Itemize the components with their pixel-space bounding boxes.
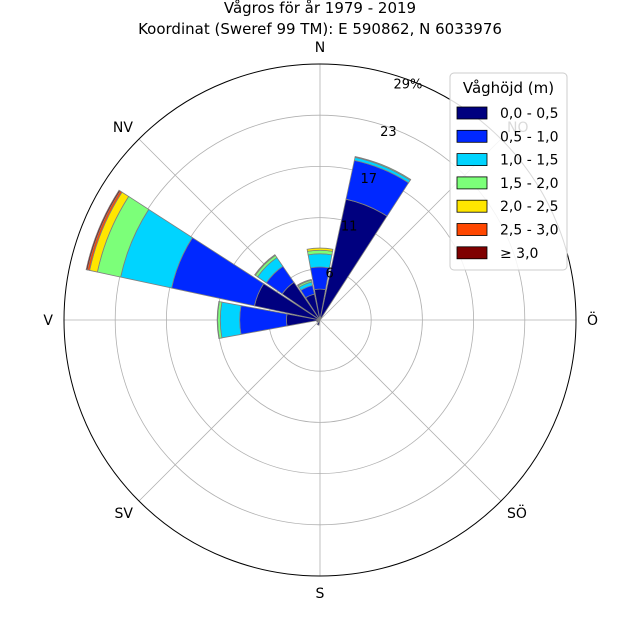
legend-swatch-2	[456, 153, 488, 167]
legend-label-6: ≥ 3,0	[500, 246, 538, 262]
direction-label-sv: SV	[114, 506, 133, 522]
legend-swatch-0	[456, 106, 488, 120]
legend-label-1: 0,5 - 1,0	[500, 129, 558, 145]
legend-box	[449, 72, 568, 271]
bar-segment-s2-b4	[216, 301, 220, 339]
bar-segment-s3-b6	[85, 189, 121, 271]
radial-tick-0: 6	[325, 267, 333, 282]
bar-segment-s2-b2	[219, 301, 242, 339]
direction-label-n: N	[315, 40, 325, 56]
bar-segment-s0-b4	[306, 247, 334, 252]
legend-swatch-4	[456, 199, 488, 213]
legend-label-2: 1,0 - 1,5	[500, 153, 558, 169]
legend-title: Våghöjd (m)	[463, 79, 554, 97]
legend-swatch-1	[456, 129, 488, 143]
chart-subtitle: Koordinat (Sweref 99 TM): E 590862, N 60…	[138, 20, 502, 38]
radial-tick-1: 11	[341, 219, 358, 234]
radial-tick-labels: 6 11 17 23 29%	[325, 77, 422, 281]
legend-label-3: 1,5 - 2,0	[500, 176, 558, 192]
direction-label-ö: Ö	[587, 311, 598, 329]
outer-circle	[63, 63, 577, 577]
radial-tick-3: 23	[380, 125, 397, 140]
legend: Våghöjd (m) 0,0 - 0,5 0,5 - 1,0 1,0 - 1,5 1,…	[449, 72, 568, 271]
radial-tick-4: 29%	[394, 77, 423, 92]
grid-spoke-3	[319, 319, 502, 502]
direction-label-s: S	[316, 586, 325, 602]
bar-segment-s1-b3	[354, 155, 412, 181]
bar-segment-s5-b4	[296, 278, 312, 287]
radial-tick-2: 17	[361, 172, 378, 187]
grid-spoke-5	[138, 319, 321, 502]
windrose-bars	[85, 155, 412, 339]
legend-swatch-6	[456, 246, 488, 260]
legend-swatch-5	[456, 223, 488, 236]
bar-segment-s7-b0	[316, 319, 321, 323]
legend-label-0: 0,0 - 0,5	[500, 106, 558, 122]
direction-label-v: V	[43, 313, 53, 329]
bar-segment-s4-b4	[254, 254, 276, 276]
direction-label-nv: NV	[113, 120, 133, 136]
legend-label-4: 2,0 - 2,5	[500, 199, 558, 215]
chart-title: Vågros för år 1979 - 2019	[224, 0, 416, 17]
bar-segment-s6-b0	[316, 319, 321, 326]
legend-label-5: 2,5 - 3,0	[500, 223, 558, 239]
direction-label-sö: SÖ	[507, 504, 527, 522]
legend-swatch-3	[456, 176, 488, 190]
